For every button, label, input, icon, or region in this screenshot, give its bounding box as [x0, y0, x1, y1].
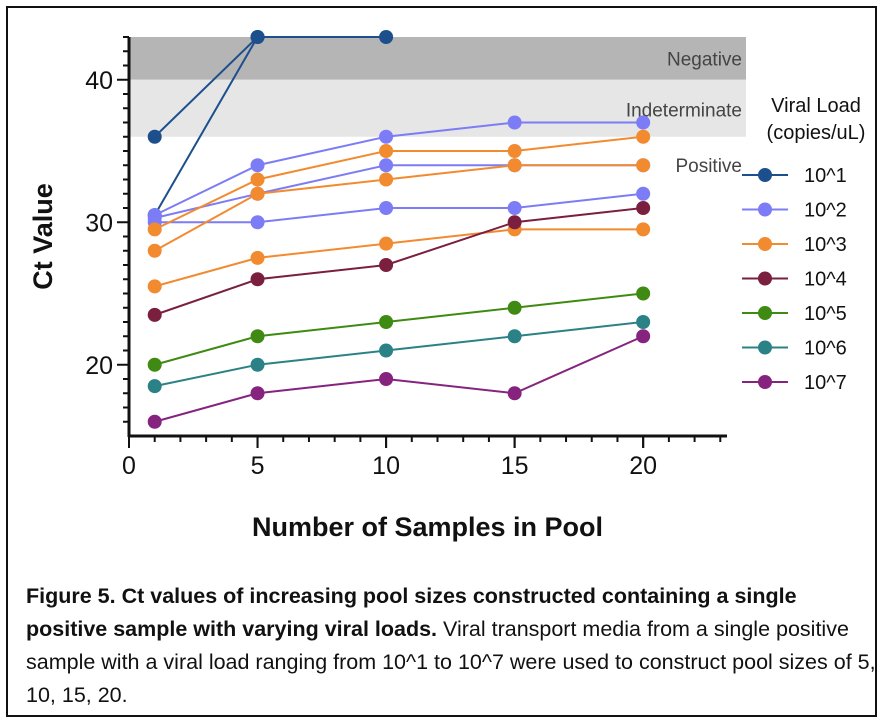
data-point — [507, 215, 522, 230]
data-point — [379, 315, 394, 329]
data-point — [379, 158, 394, 173]
data-point — [147, 243, 162, 258]
data-point — [250, 215, 265, 230]
data-point — [507, 386, 522, 401]
data-point — [250, 386, 265, 401]
data-point — [507, 300, 522, 315]
data-point — [379, 236, 394, 251]
x-tick-label: 15 — [501, 452, 529, 480]
data-point — [507, 329, 522, 344]
data-point — [636, 329, 651, 344]
data-point — [147, 307, 162, 322]
figure-caption: Figure 5. Ct values of increasing pool s… — [26, 580, 876, 712]
data-point — [250, 158, 265, 173]
legend-swatch-marker — [758, 340, 772, 355]
data-point — [636, 201, 651, 215]
data-point — [147, 129, 162, 144]
data-point — [379, 129, 394, 144]
data-point — [507, 201, 522, 215]
series-10-3 — [147, 129, 651, 294]
series-line — [153, 36, 259, 216]
data-point — [636, 115, 651, 130]
legend-label: 10^3 — [804, 234, 847, 256]
data-point — [250, 250, 265, 265]
data-point — [250, 172, 265, 187]
data-point — [250, 186, 265, 201]
data-point — [636, 158, 651, 173]
data-point — [147, 414, 162, 429]
data-point — [147, 357, 162, 372]
data-point — [147, 379, 162, 394]
data-point — [507, 144, 522, 158]
data-point — [379, 30, 394, 44]
x-axis-title: Number of Samples in Pool — [252, 512, 603, 542]
x-tick-label: 5 — [251, 452, 265, 480]
legend-label: 10^4 — [804, 269, 847, 291]
x-tick-label: 0 — [122, 452, 136, 480]
legend-swatch-marker — [758, 237, 772, 251]
caption-text: Viral transport media from a single posi… — [26, 617, 876, 707]
legend-swatch-marker — [758, 271, 772, 286]
data-point — [379, 343, 394, 358]
data-point — [379, 372, 394, 386]
data-point — [250, 357, 265, 372]
ct-value-chart: Negative Indeterminate Positive 20 30 40 0 5 10 1… — [28, 30, 866, 542]
legend-swatch-marker — [758, 375, 772, 389]
caption-bold: Figure 5. Ct values of increasing pool s… — [26, 584, 797, 641]
y-tick-label: 20 — [85, 352, 113, 380]
y-axis-title: Ct Value — [28, 183, 58, 290]
data-point — [147, 279, 162, 294]
x-tick-label: 20 — [629, 452, 657, 480]
y-tick-label: 40 — [85, 67, 113, 95]
legend-title: Viral Load — [771, 95, 861, 117]
legend-label: 10^6 — [804, 338, 847, 360]
series-10-4 — [147, 201, 651, 322]
zone-label-positive: Positive — [675, 156, 742, 177]
data-point — [636, 286, 651, 301]
data-point — [250, 272, 265, 287]
data-point — [147, 222, 162, 237]
data-point — [507, 115, 522, 130]
legend-subtitle: (copies/uL) — [767, 122, 866, 144]
series-10-7 — [147, 329, 651, 429]
data-point — [250, 329, 265, 344]
data-point — [636, 315, 651, 329]
series-line — [154, 321, 644, 388]
legend-swatch-marker — [758, 202, 772, 217]
zone-negative — [129, 37, 746, 80]
legend-label: 10^2 — [804, 200, 847, 222]
series-line — [154, 228, 644, 288]
legend-label: 10^1 — [804, 165, 847, 187]
zone-label-negative: Negative — [667, 49, 742, 70]
series-line — [154, 207, 644, 316]
data-point — [379, 258, 394, 272]
data-point — [636, 186, 651, 201]
x-tick-label: 10 — [372, 452, 400, 480]
series-10-6 — [147, 315, 651, 394]
series-line — [154, 192, 644, 224]
legend-label: 10^5 — [804, 303, 847, 325]
data-point — [636, 129, 651, 144]
legend-label: 10^7 — [804, 372, 847, 394]
legend-swatch-marker — [758, 168, 772, 182]
y-tick-label: 30 — [85, 209, 113, 237]
zone-label-indeterminate: Indeterminate — [626, 100, 742, 121]
legend-swatch-marker — [758, 306, 772, 320]
data-point — [379, 201, 394, 215]
figure-frame: Negative Indeterminate Positive 20 30 40 0 5 10 1… — [6, 6, 877, 717]
series-10-5 — [147, 286, 651, 372]
data-point — [379, 144, 394, 158]
data-point — [379, 172, 394, 187]
data-point — [250, 30, 265, 44]
data-point — [636, 222, 651, 237]
data-point — [507, 158, 522, 173]
